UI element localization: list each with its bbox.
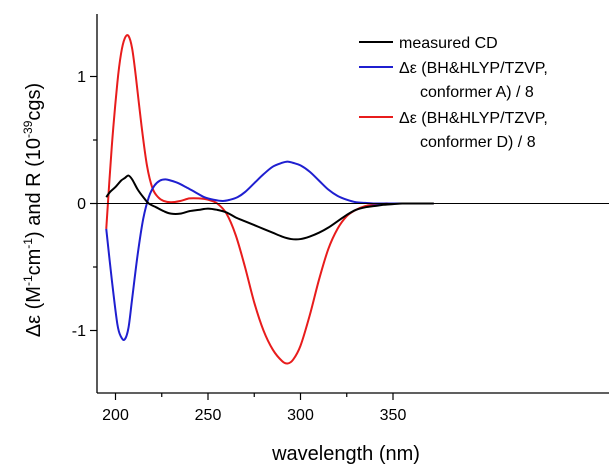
y-tick-label: 1 xyxy=(77,69,86,86)
x-tick-label: 350 xyxy=(380,407,407,424)
x-tick-label: 200 xyxy=(102,407,129,424)
x-axis-title: wavelength (nm) xyxy=(271,443,420,465)
x-tick-label: 300 xyxy=(287,407,314,424)
y-axis-title-part: cm xyxy=(23,249,45,276)
series-line-conformer-d xyxy=(105,34,434,365)
y-axis-title: Δε (M-1cm-1) and R (10-39cgs) xyxy=(21,83,45,337)
series-layer xyxy=(105,34,434,365)
legend-label-conformer-d-line1: Δε (BH&HLYP/TZVP, xyxy=(399,110,548,127)
series-line-conformer-a xyxy=(105,160,434,341)
y-tick-label: 0 xyxy=(77,196,86,213)
y-axis-title-part: Δε (M xyxy=(23,286,45,337)
y-axis-title-part: ) and R (10 xyxy=(23,138,45,238)
legend-label-conformer-d-line2: conformer D) / 8 xyxy=(420,134,536,151)
ticks-layer xyxy=(90,75,394,400)
y-axis-title-superscript: -1 xyxy=(21,238,35,249)
x-tick-label: 250 xyxy=(195,407,222,424)
legend-label-measured: measured CD xyxy=(399,35,498,52)
y-tick-label: -1 xyxy=(72,323,86,340)
y-axis-title-superscript: -1 xyxy=(21,275,35,286)
legend-label-conformer-a-line1: Δε (BH&HLYP/TZVP, xyxy=(399,60,548,77)
legend: measured CD Δε (BH&HLYP/TZVP, conformer … xyxy=(359,35,548,151)
legend-label-conformer-a-line2: conformer A) / 8 xyxy=(420,84,534,101)
y-axis-title-superscript: -39 xyxy=(21,120,35,138)
y-axis-title-part: cgs) xyxy=(23,83,45,121)
series-line-measured xyxy=(105,174,434,241)
